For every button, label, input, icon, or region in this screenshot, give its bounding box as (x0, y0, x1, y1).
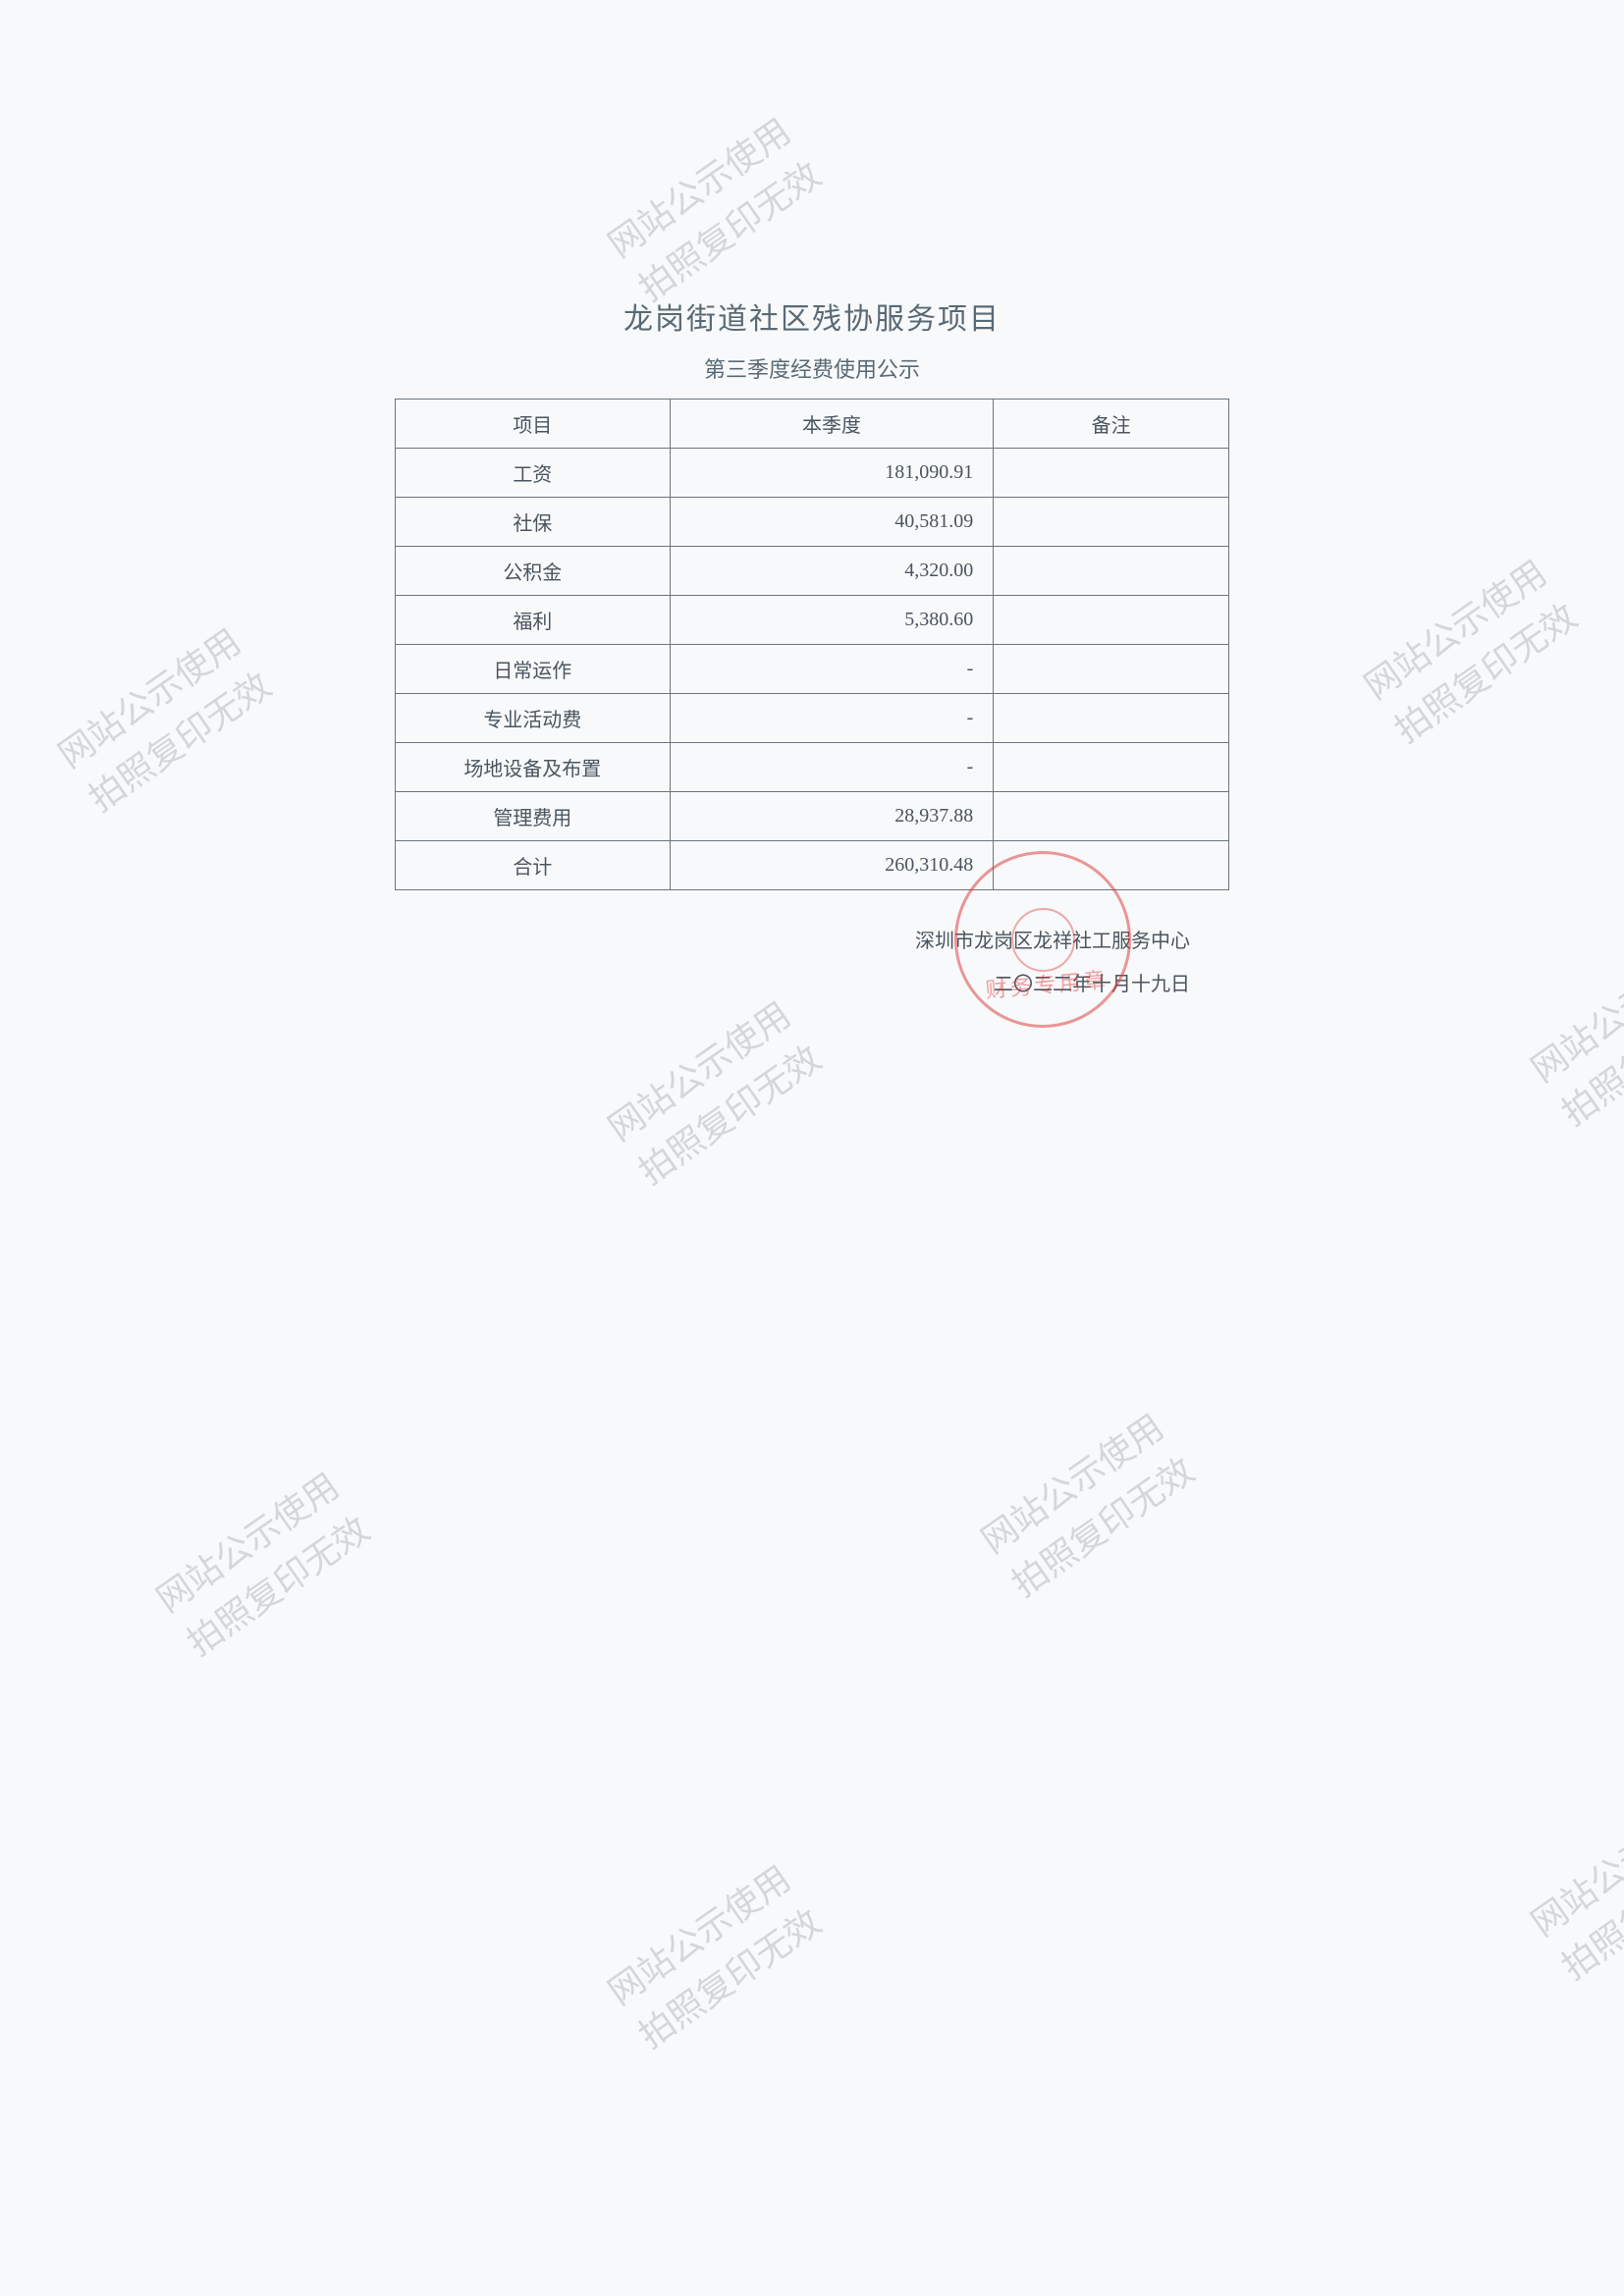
row-value: 4,320.00 (670, 547, 994, 596)
row-remark (994, 743, 1229, 792)
row-value: 28,937.88 (670, 792, 994, 841)
stamp-text: 财务专用章 (984, 956, 1110, 1014)
row-value: 260,310.48 (670, 841, 994, 890)
table-row: 福利 5,380.60 (396, 596, 1229, 645)
table-header-row: 项目 本季度 备注 (396, 400, 1229, 449)
table-row: 工资 181,090.91 (396, 449, 1229, 498)
footer-area: 财务专用章 深圳市龙岗区龙祥社工服务中心 二〇二二年十月十九日 (395, 920, 1229, 1006)
row-label: 专业活动费 (396, 694, 671, 743)
table-row: 公积金 4,320.00 (396, 547, 1229, 596)
row-label: 场地设备及布置 (396, 743, 671, 792)
row-value: - (670, 694, 994, 743)
header-remark: 备注 (994, 400, 1229, 449)
document-title: 龙岗街道社区残协服务项目 (395, 294, 1229, 338)
row-label: 合计 (396, 841, 671, 890)
row-label: 日常运作 (396, 645, 671, 694)
row-remark (994, 449, 1229, 498)
table-row: 专业活动费 - (396, 694, 1229, 743)
table-row: 管理费用 28,937.88 (396, 792, 1229, 841)
row-label: 管理费用 (396, 792, 671, 841)
expense-table: 项目 本季度 备注 工资 181,090.91 社保 40,581.09 公积金 (395, 399, 1229, 890)
document-subtitle: 第三季度经费使用公示 (395, 352, 1229, 384)
row-value: - (670, 645, 994, 694)
row-remark (994, 792, 1229, 841)
row-value: 181,090.91 (670, 449, 994, 498)
table-row: 社保 40,581.09 (396, 498, 1229, 547)
row-value: 40,581.09 (670, 498, 994, 547)
header-item: 项目 (396, 400, 671, 449)
document-page: 龙岗街道社区残协服务项目 第三季度经费使用公示 项目 本季度 备注 工资 181… (0, 0, 1624, 2296)
row-remark (994, 547, 1229, 596)
header-quarter: 本季度 (670, 400, 994, 449)
row-label: 公积金 (396, 547, 671, 596)
row-value: 5,380.60 (670, 596, 994, 645)
row-remark (994, 694, 1229, 743)
table-row: 日常运作 - (396, 645, 1229, 694)
table-row: 场地设备及布置 - (396, 743, 1229, 792)
content-area: 龙岗街道社区残协服务项目 第三季度经费使用公示 项目 本季度 备注 工资 181… (395, 294, 1229, 1006)
row-label: 社保 (396, 498, 671, 547)
row-remark (994, 498, 1229, 547)
row-label: 工资 (396, 449, 671, 498)
row-remark (994, 596, 1229, 645)
row-remark (994, 645, 1229, 694)
row-label: 福利 (396, 596, 671, 645)
row-value: - (670, 743, 994, 792)
